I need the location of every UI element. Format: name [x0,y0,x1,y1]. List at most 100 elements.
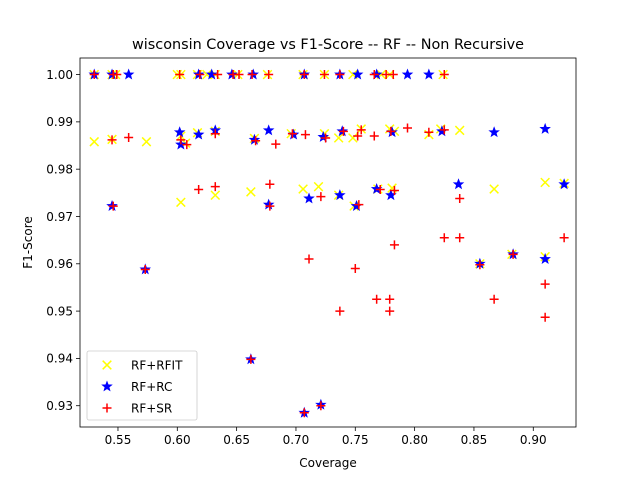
data-point [439,70,449,80]
x-tick-label: 0.75 [342,433,369,447]
data-point [192,128,205,140]
data-point [489,294,499,304]
data-point [205,68,218,80]
data-point [386,126,396,136]
data-point [271,139,281,149]
data-point [539,253,551,264]
data-point [375,185,385,195]
data-point [335,306,345,316]
data-point [356,125,366,135]
data-point [304,254,314,264]
data-point [372,294,382,304]
data-point [287,129,297,139]
y-tick-label: 0.99 [46,115,73,129]
data-point [388,70,398,80]
legend: RF+RFIT RF+RC RF+SR [86,350,198,421]
data-point [176,135,186,145]
data-point [247,70,257,80]
data-point [299,70,309,80]
data-point [124,132,134,142]
data-point [338,126,348,136]
y-axis-ticks: 0.93 0.94 0.95 0.96 0.97 0.98 0.99 1.00 [46,68,80,413]
data-point [248,133,261,145]
data-point [423,68,435,80]
data-point [369,131,379,141]
data-point [176,197,186,208]
data-point [439,125,449,135]
data-point [300,130,310,140]
data-point [334,189,346,201]
data-point [350,264,360,274]
legend-item: RF+RFIT [102,358,183,372]
data-point [401,68,414,80]
data-point [540,312,550,322]
data-point [348,133,358,143]
data-point [385,306,395,316]
data-point [351,68,364,80]
y-tick-label: 0.94 [46,352,73,366]
data-point [489,184,499,194]
data-point [319,70,329,80]
legend-label: RF+RC [131,380,172,394]
data-point [455,233,465,243]
data-point [140,264,150,274]
data-point [540,279,550,289]
legend-item: RF+RC [101,380,172,394]
data-point [195,70,205,80]
legend-label: RF+RFIT [131,358,183,372]
data-point [452,178,465,190]
data-point [316,401,326,411]
legend-marker [102,403,112,413]
x-tick-label: 0.85 [461,433,488,447]
data-point [385,294,395,304]
data-point [89,70,99,80]
data-point [108,201,118,211]
data-point [265,201,275,211]
data-point [246,187,256,197]
data-point [107,135,117,145]
data-point [559,233,569,243]
data-point [424,127,434,137]
data-point [173,126,186,138]
data-point [508,249,518,259]
x-tick-label: 0.60 [164,433,191,447]
x-tick-label: 0.70 [283,433,310,447]
data-point [182,140,192,150]
data-point [234,70,244,80]
data-point [321,133,331,143]
data-point [455,194,465,204]
data-point [210,182,220,192]
data-point [540,177,550,188]
data-point [403,123,413,133]
x-tick-label: 0.80 [401,433,428,447]
data-point [353,131,363,141]
series-rf-sr [89,70,569,418]
data-point [210,190,221,201]
data-point [389,185,399,195]
y-tick-label: 0.95 [46,304,73,318]
data-point [316,192,326,202]
data-point [246,354,256,364]
data-points [88,68,570,418]
data-point [335,70,345,80]
data-point [317,130,330,142]
data-point [539,122,551,134]
legend-box [86,350,198,421]
data-point [369,70,379,80]
y-tick-label: 0.97 [46,210,73,224]
data-point [112,70,122,80]
data-point [354,200,364,210]
x-axis-ticks: 0.55 0.60 0.65 0.70 0.75 0.80 0.85 0.90 [105,427,547,447]
x-axis-label: Coverage [299,456,357,470]
data-point [303,192,315,204]
data-point [194,185,204,195]
data-point [210,129,220,139]
data-point [558,178,570,190]
data-point [213,70,223,80]
data-point [313,181,324,192]
y-tick-label: 0.93 [46,399,73,413]
y-axis-label: F1-Score [21,216,35,268]
data-point [265,179,275,189]
x-tick-label: 0.65 [223,433,250,447]
